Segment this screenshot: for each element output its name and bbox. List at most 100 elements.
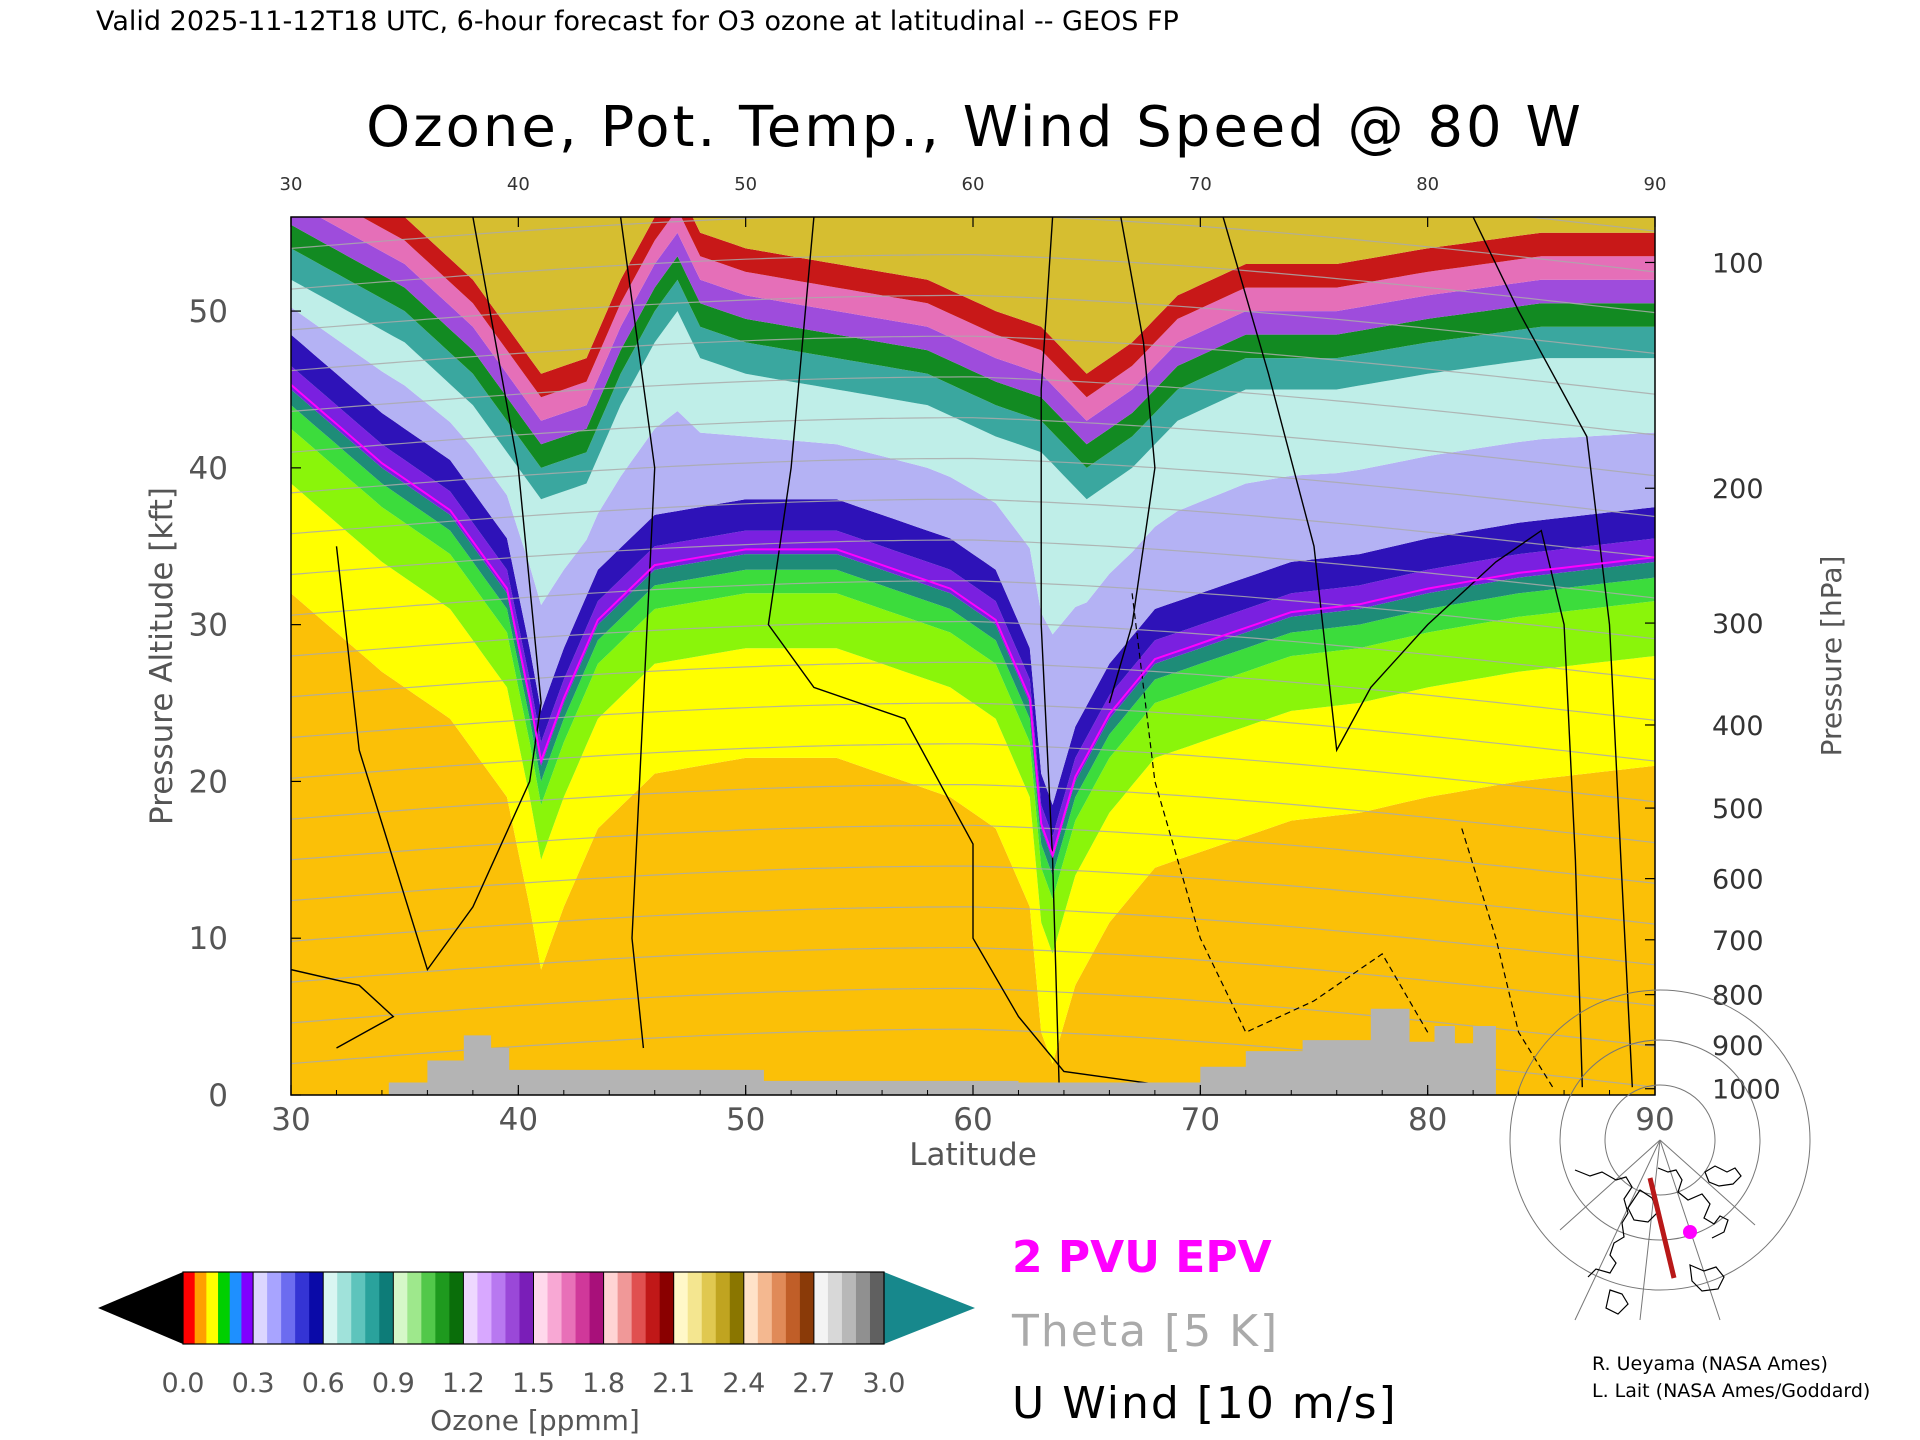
band-strat-gold bbox=[404, 217, 1655, 374]
pressure-tick-label: 400 bbox=[1712, 711, 1764, 742]
y-tick-label: 50 bbox=[189, 294, 228, 330]
colorbar-swatch bbox=[855, 1272, 871, 1344]
band-troposphere-mid bbox=[291, 483, 1655, 1064]
theta-contour bbox=[291, 947, 1655, 1007]
x-tick-label-top: 90 bbox=[1644, 174, 1667, 195]
pressure-tick-label: 500 bbox=[1712, 794, 1764, 825]
pressure-tick-label: 300 bbox=[1712, 609, 1764, 640]
colorbar-swatch bbox=[813, 1272, 829, 1344]
wind-contour bbox=[291, 968, 395, 1049]
colorbar-swatch bbox=[561, 1272, 577, 1344]
colorbar-swatch bbox=[295, 1272, 310, 1344]
colorbar-tick-label: 2.1 bbox=[652, 1368, 695, 1399]
colorbar-under-arrow bbox=[98, 1272, 183, 1344]
wind-contour bbox=[1108, 217, 1156, 704]
colorbar-swatch bbox=[505, 1272, 521, 1344]
legend-epv: 2 PVU EPV bbox=[1012, 1232, 1272, 1283]
theta-contour bbox=[291, 457, 1655, 518]
colorbar-swatch bbox=[183, 1272, 196, 1344]
theta-contour bbox=[291, 661, 1655, 721]
y-tick-label: 30 bbox=[189, 608, 228, 644]
theta-contour bbox=[291, 580, 1655, 640]
colorbar-swatch bbox=[771, 1272, 787, 1344]
axes: 3030404050506060707080809090010203040501… bbox=[189, 174, 1781, 1138]
theta-contour bbox=[291, 376, 1655, 436]
pressure-tick-label: 800 bbox=[1712, 981, 1764, 1012]
plot-area bbox=[291, 217, 1655, 1095]
x-tick-label-top: 30 bbox=[280, 174, 303, 195]
colorbar-swatch bbox=[337, 1272, 352, 1344]
x-tick-label-top: 70 bbox=[1189, 174, 1212, 195]
colorbar-tick-label: 1.5 bbox=[512, 1368, 555, 1399]
colorbar-swatch bbox=[519, 1272, 535, 1344]
pressure-tick-label: 200 bbox=[1712, 474, 1764, 505]
colorbar-swatch bbox=[194, 1272, 207, 1344]
band-strat-green bbox=[291, 224, 1655, 468]
colorbar-swatch bbox=[365, 1272, 380, 1344]
colorbar-swatch bbox=[253, 1272, 268, 1344]
colorbar-tick-label: 0.0 bbox=[162, 1368, 205, 1399]
x-tick-label-top: 40 bbox=[507, 174, 530, 195]
colorbar-swatch bbox=[673, 1272, 689, 1344]
colorbar-label: Ozone [ppmm] bbox=[430, 1404, 640, 1437]
x-tick-label: 60 bbox=[953, 1102, 992, 1138]
colorbar-tick-label: 1.8 bbox=[582, 1368, 625, 1399]
colorbar-swatch bbox=[827, 1272, 843, 1344]
colorbar-frame bbox=[182, 1271, 885, 1345]
y-tick-label: 40 bbox=[189, 451, 228, 487]
colorbar-swatch bbox=[435, 1272, 450, 1344]
y-tick-label: 0 bbox=[208, 1078, 228, 1114]
colorbar-swatch bbox=[379, 1272, 394, 1344]
x-tick-label: 90 bbox=[1635, 1102, 1674, 1138]
theta-contour bbox=[291, 743, 1655, 803]
colorbar-swatch bbox=[687, 1272, 703, 1344]
theta-contour bbox=[291, 987, 1655, 1047]
colorbar-swatch bbox=[267, 1272, 282, 1344]
pressure-tick-label: 100 bbox=[1712, 248, 1764, 279]
pressure-tick-label: 600 bbox=[1712, 865, 1764, 896]
theta-contour bbox=[291, 702, 1655, 762]
colorbar-swatch bbox=[421, 1272, 436, 1344]
colorbar-swatch bbox=[393, 1272, 408, 1344]
surface-terrain bbox=[291, 1008, 1655, 1095]
wind-contour bbox=[1472, 217, 1633, 1088]
colorbar-tick-label: 0.6 bbox=[302, 1368, 345, 1399]
wind-contour bbox=[1040, 217, 1061, 1095]
ozone-colorbar: 0.0 0.3 0.6 0.9 1.2 1.5 1.8 2.1 2.4 2.7 3.0 bbox=[98, 1271, 975, 1399]
colorbar-swatch bbox=[617, 1272, 633, 1344]
colorbar-swatch bbox=[206, 1272, 219, 1344]
x-tick-label: 30 bbox=[271, 1102, 310, 1138]
colorbar-swatch bbox=[841, 1272, 857, 1344]
y-axis-label: Pressure Altitude [kft] bbox=[144, 487, 180, 825]
pressure-tick-label: 900 bbox=[1712, 1031, 1764, 1062]
colorbar-swatch bbox=[701, 1272, 717, 1344]
x-tick-label-top: 60 bbox=[962, 174, 985, 195]
cross-section-line bbox=[1647, 1177, 1677, 1279]
wind-contour bbox=[619, 217, 656, 1049]
x-tick-label-top: 50 bbox=[734, 174, 757, 195]
band-cyan bbox=[291, 279, 1655, 635]
colorbar-swatch bbox=[729, 1272, 745, 1344]
valid-time-header: Valid 2025-11-12T18 UTC, 6-hour forecast… bbox=[96, 6, 1179, 37]
colorbar-swatch bbox=[799, 1272, 815, 1344]
colorbar-swatch bbox=[589, 1272, 605, 1344]
wind-contour bbox=[767, 217, 1178, 1088]
band-strat-red bbox=[362, 217, 1655, 398]
x-tick-label-top: 80 bbox=[1416, 174, 1439, 195]
colorbar-swatch bbox=[659, 1272, 675, 1344]
colorbar-swatch bbox=[869, 1272, 885, 1344]
y-tick-label: 10 bbox=[189, 921, 228, 957]
colorbar-swatch bbox=[715, 1272, 731, 1344]
pressure-tick-label: 700 bbox=[1712, 926, 1764, 957]
colorbar-swatch bbox=[463, 1272, 479, 1344]
locator-map bbox=[1509, 989, 1811, 1321]
colorbar-tick-label: 3.0 bbox=[863, 1368, 906, 1399]
x-tick-label: 40 bbox=[499, 1102, 538, 1138]
colorbar-swatch bbox=[533, 1272, 549, 1344]
colorbar-swatch bbox=[449, 1272, 464, 1344]
colorbar-tick-label: 0.3 bbox=[232, 1368, 275, 1399]
legend-theta: Theta [5 K] bbox=[1011, 1306, 1279, 1357]
wind-contour-negative bbox=[1131, 593, 1429, 1034]
colorbar-swatch bbox=[309, 1272, 324, 1344]
